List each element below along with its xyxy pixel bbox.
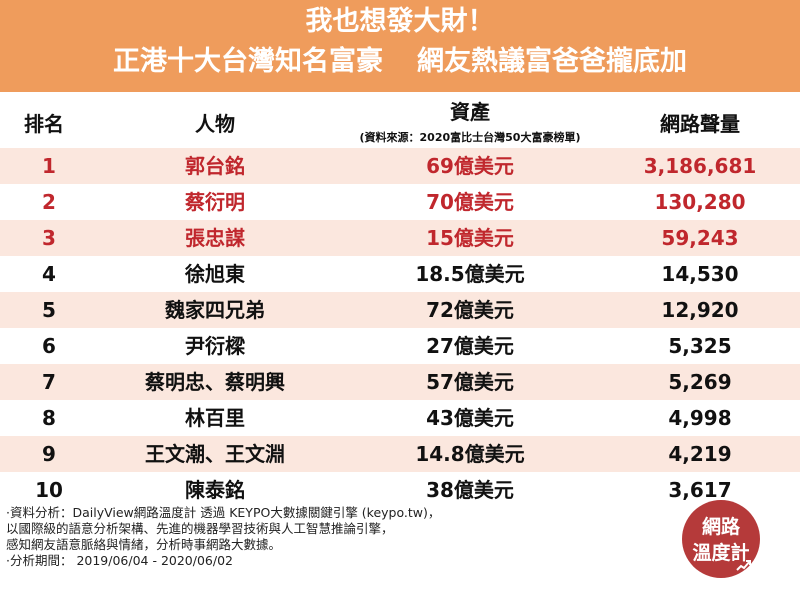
- logo-line-2: 溫度計: [692, 542, 750, 564]
- asset-cell: 69億美元: [426, 154, 514, 178]
- table-row: 6 尹衍樑 27億美元 5,325: [0, 328, 800, 364]
- volume-cell: 5,269: [668, 370, 732, 394]
- trend-arrow-icon: [736, 560, 751, 571]
- asset-cell: 14.8億美元: [415, 442, 525, 466]
- rank-cell: 7: [42, 370, 56, 394]
- footer-line-3: 感知網友語意脈絡與情緒，分析時事網路大數據。: [6, 537, 282, 552]
- asset-cell: 70億美元: [426, 190, 514, 214]
- person-cell: 蔡衍明: [185, 190, 245, 214]
- rank-cell: 3: [42, 226, 56, 250]
- dailyview-logo: 網路 溫度計: [682, 500, 760, 578]
- table-row: 2 蔡衍明 70億美元 130,280: [0, 184, 800, 220]
- table-row: 9 王文潮、王文淵 14.8億美元 4,219: [0, 436, 800, 472]
- title-line-2-right: 網友熱議富爸爸攏底加: [417, 46, 687, 77]
- asset-cell: 72億美元: [426, 298, 514, 322]
- footer-line-2: 以國際級的語意分析架構、先進的機器學習技術與人工智慧推論引擎，: [6, 521, 394, 536]
- person-cell: 蔡明忠、蔡明興: [145, 370, 285, 394]
- asset-cell: 57億美元: [426, 370, 514, 394]
- header-person: 人物: [195, 112, 235, 136]
- asset-cell: 15億美元: [426, 226, 514, 250]
- person-cell: 郭台銘: [185, 154, 245, 178]
- rank-cell: 6: [42, 334, 56, 358]
- table-row: 3 張忠謀 15億美元 59,243: [0, 220, 800, 256]
- table-row: 10 陳泰銘 38億美元 3,617: [0, 472, 800, 508]
- logo-line-1: 網路: [701, 516, 740, 538]
- person-cell: 尹衍樑: [185, 334, 245, 358]
- table-row: 4 徐旭東 18.5億美元 14,530: [0, 256, 800, 292]
- person-cell: 張忠謀: [185, 226, 245, 250]
- table-row: 5 魏家四兄弟 72億美元 12,920: [0, 292, 800, 328]
- footer-line-1: ·資料分析：DailyView網路溫度計 透過 KEYPO大數據關鍵引擎 (ke…: [6, 505, 441, 520]
- rank-cell: 4: [42, 262, 56, 286]
- footer-line-4: ·分析期間： 2019/06/04 - 2020/06/02: [6, 553, 233, 568]
- volume-cell: 4,219: [668, 442, 732, 466]
- header-asset-note: (資料來源：2020富比士台灣50大富豪榜單): [359, 131, 581, 144]
- rank-cell: 8: [42, 406, 56, 430]
- person-cell: 徐旭東: [185, 262, 245, 286]
- volume-cell: 4,998: [668, 406, 732, 430]
- rank-cell: 10: [35, 478, 63, 502]
- person-cell: 林百里: [185, 406, 245, 430]
- methodology-note: ·資料分析：DailyView網路溫度計 透過 KEYPO大數據關鍵引擎 (ke…: [6, 505, 626, 569]
- table-row: 1 郭台銘 69億美元 3,186,681: [0, 148, 800, 184]
- person-cell: 王文潮、王文淵: [145, 442, 285, 466]
- header-volume: 網路聲量: [660, 112, 740, 136]
- person-cell: 陳泰銘: [185, 478, 245, 502]
- person-cell: 魏家四兄弟: [165, 298, 265, 322]
- title-banner: 我也想發大財！ 正港十大台灣知名富豪 網友熱議富爸爸攏底加: [0, 0, 800, 92]
- title-line-1: 我也想發大財！: [305, 6, 495, 37]
- table-row: 7 蔡明忠、蔡明興 57億美元 5,269: [0, 364, 800, 400]
- volume-cell: 14,530: [661, 262, 739, 286]
- asset-cell: 38億美元: [426, 478, 514, 502]
- rank-cell: 5: [42, 298, 56, 322]
- title-line-2-left: 正港十大台灣知名富豪: [113, 46, 383, 77]
- volume-cell: 5,325: [668, 334, 732, 358]
- ranking-table: 1 郭台銘 69億美元 3,186,681 2 蔡衍明 70億美元 130,28…: [0, 148, 800, 508]
- volume-cell: 59,243: [661, 226, 739, 250]
- rank-cell: 1: [42, 154, 56, 178]
- volume-cell: 3,617: [668, 478, 732, 502]
- table-row: 8 林百里 43億美元 4,998: [0, 400, 800, 436]
- rank-cell: 9: [42, 442, 56, 466]
- asset-cell: 18.5億美元: [415, 262, 525, 286]
- header-asset: 資產 (資料來源：2020富比士台灣50大富豪榜單): [330, 96, 610, 145]
- title-line-2: 正港十大台灣知名富豪 網友熱議富爸爸攏底加: [0, 44, 800, 80]
- header-asset-label: 資產: [450, 100, 490, 124]
- asset-cell: 43億美元: [426, 406, 514, 430]
- header-rank: 排名: [24, 112, 64, 136]
- asset-cell: 27億美元: [426, 334, 514, 358]
- table-header: 排名 人物 資產 (資料來源：2020富比士台灣50大富豪榜單) 網路聲量: [0, 92, 800, 148]
- volume-cell: 12,920: [661, 298, 739, 322]
- volume-cell: 130,280: [654, 190, 746, 214]
- volume-cell: 3,186,681: [643, 154, 757, 178]
- rank-cell: 2: [42, 190, 56, 214]
